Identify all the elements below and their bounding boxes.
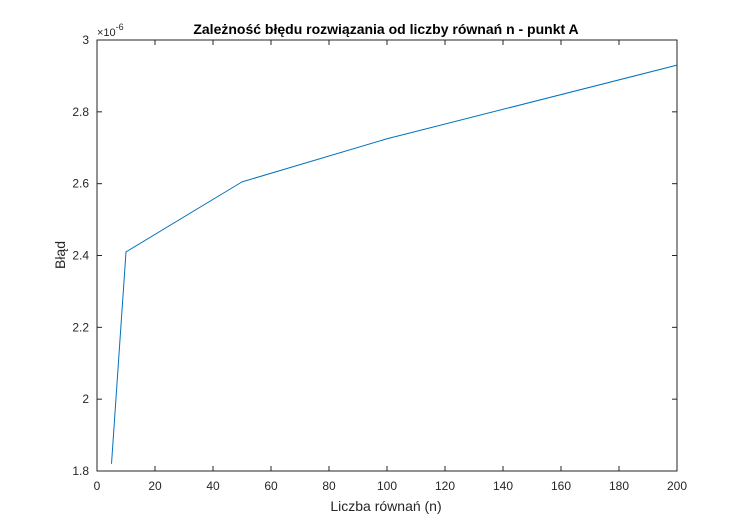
y-tick-label: 2.8 bbox=[72, 105, 89, 119]
chart-title: Zależność błędu rozwiązania od liczby ró… bbox=[193, 21, 578, 37]
y-tick-label: 2.2 bbox=[72, 320, 89, 334]
y-tick-label: 2 bbox=[82, 392, 89, 406]
y-tick-label: 3 bbox=[82, 33, 89, 47]
y-axis-exponent: ×10-6 bbox=[97, 22, 124, 39]
plot-area bbox=[96, 39, 678, 472]
y-axis-label: Błąd bbox=[52, 241, 68, 269]
x-tick-label: 20 bbox=[148, 479, 162, 493]
x-tick-label: 160 bbox=[551, 479, 571, 493]
x-tick-label: 180 bbox=[609, 479, 629, 493]
x-tick-label: 0 bbox=[94, 479, 101, 493]
x-axis: 0 20 40 60 80 100 120 140 160 180 200 bbox=[94, 40, 687, 493]
x-tick-label: 200 bbox=[667, 479, 687, 493]
y-axis: 1.8 2 2.2 2.4 2.6 2.8 3 bbox=[72, 33, 677, 478]
x-tick-label: 60 bbox=[264, 479, 278, 493]
y-tick-label: 2.4 bbox=[72, 249, 89, 263]
x-tick-label: 120 bbox=[435, 479, 455, 493]
x-tick-label: 100 bbox=[377, 479, 397, 493]
series-group bbox=[111, 64, 678, 464]
x-tick-label: 80 bbox=[322, 479, 336, 493]
y-tick-label: 2.6 bbox=[72, 177, 89, 191]
x-tick-label: 140 bbox=[493, 479, 513, 493]
y-tick-label: 1.8 bbox=[72, 464, 89, 478]
series-line bbox=[111, 64, 678, 464]
x-axis-label: Liczba równań (n) bbox=[330, 498, 441, 514]
y-axis-exponent-power: -6 bbox=[116, 22, 124, 32]
x-tick-label: 40 bbox=[206, 479, 220, 493]
y-axis-exponent-base: ×10 bbox=[97, 27, 116, 39]
